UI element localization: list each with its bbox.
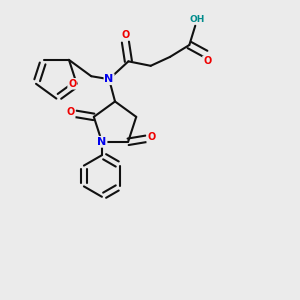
Text: O: O bbox=[121, 30, 130, 40]
Text: N: N bbox=[104, 74, 114, 84]
Text: O: O bbox=[147, 132, 155, 142]
Text: N: N bbox=[97, 137, 106, 147]
Text: O: O bbox=[67, 107, 75, 117]
Text: O: O bbox=[203, 56, 211, 66]
Text: O: O bbox=[68, 79, 76, 89]
Text: OH: OH bbox=[190, 15, 205, 24]
